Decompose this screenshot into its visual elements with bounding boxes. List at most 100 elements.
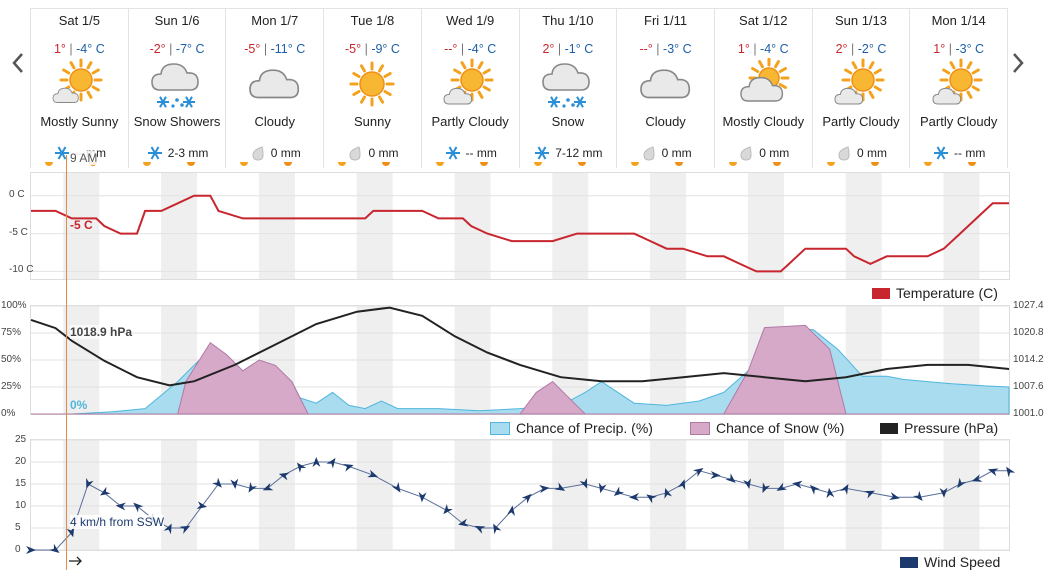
pressure-legend-label: Pressure (hPa) bbox=[904, 420, 999, 436]
day-column[interactable]: Fri 1/11 --° | -3° C Cloudy 0 mm bbox=[617, 8, 715, 168]
wind-direction-marker bbox=[987, 468, 999, 477]
snow-showers-icon bbox=[151, 63, 199, 108]
snow-area bbox=[31, 324, 1009, 415]
day-temps: 2° | -1° C bbox=[520, 42, 617, 58]
day-column[interactable]: Sat 1/5 1° | -4° C Mostly Sunny -- mm bbox=[30, 8, 129, 168]
precip-amount: 7-12 mm bbox=[520, 144, 617, 162]
wind-direction-marker bbox=[554, 482, 566, 491]
wind-direction-marker bbox=[100, 486, 111, 496]
precip-amount: -- mm bbox=[910, 144, 1007, 162]
precip-amount: 0 mm bbox=[324, 144, 421, 162]
wind-legend[interactable]: Wind Speed bbox=[900, 554, 1000, 570]
sun-moon-indicator bbox=[520, 162, 617, 168]
wind-chart[interactable]: 25 20 15 10 5 0 bbox=[15, 434, 1016, 555]
night-band bbox=[356, 440, 393, 550]
y-tick-label: -5 C bbox=[9, 226, 28, 238]
precip-value: 0 mm bbox=[270, 146, 301, 160]
wind-direction-marker bbox=[443, 504, 453, 515]
temp-separator: | bbox=[851, 42, 858, 56]
condition-icon-wrap bbox=[910, 58, 1007, 114]
moon-icon bbox=[675, 162, 684, 166]
sunrise-icon bbox=[924, 162, 933, 166]
precip-legend[interactable]: Chance of Precip. (%) bbox=[490, 420, 653, 436]
y-tick-label: -10 C bbox=[9, 264, 34, 276]
arrow-right-icon bbox=[68, 554, 84, 568]
y-tick-right-label: 1014.2 bbox=[1013, 354, 1044, 365]
high-temp: --° bbox=[639, 42, 653, 56]
condition-icon-wrap bbox=[422, 58, 519, 114]
y-tick-label: 100% bbox=[1, 300, 27, 311]
wind-direction-marker bbox=[212, 477, 222, 488]
condition-icon-wrap bbox=[129, 58, 226, 114]
night-band bbox=[63, 173, 100, 279]
low-temp: -4° C bbox=[76, 42, 105, 56]
wind-direction-marker bbox=[248, 482, 258, 493]
high-temp: 1° bbox=[737, 42, 750, 56]
temperature-chart[interactable]: 0 C -5 C -10 C bbox=[9, 172, 1010, 280]
raindrop-icon bbox=[643, 146, 655, 161]
day-column[interactable]: Mon 1/14 1° | -3° C Partly Cloudy -- mm bbox=[910, 8, 1009, 168]
night-band bbox=[552, 440, 589, 550]
high-temp: 1° bbox=[933, 42, 946, 56]
moon-icon bbox=[870, 162, 879, 166]
sun-moon-indicator bbox=[617, 162, 714, 168]
precipitation-chart[interactable]: 100% 75% 50% 25% 0% 1027.4 1020.8 1014.2 1007.6 1… bbox=[1, 300, 1044, 419]
wind-direction-marker bbox=[840, 484, 849, 495]
day-column[interactable]: Sun 1/13 2° | -2° C Partly Cloudy 0 mm bbox=[812, 8, 911, 168]
raindrop-icon bbox=[252, 146, 264, 161]
wind-direction-marker bbox=[26, 546, 36, 554]
precip-amount: 0 mm bbox=[226, 144, 323, 162]
y-tick-label: 20 bbox=[15, 456, 27, 467]
sunrise-icon bbox=[533, 162, 542, 166]
previous-button[interactable] bbox=[6, 46, 30, 80]
wind-direction-marker bbox=[826, 487, 835, 499]
next-button[interactable] bbox=[1006, 46, 1030, 80]
precip-value: 0 mm bbox=[856, 146, 887, 160]
day-column[interactable]: Sat 1/12 1° | -4° C Mostly Cloudy 0 mm bbox=[714, 8, 813, 168]
day-column[interactable]: Mon 1/7 -5° | -11° C Cloudy 0 mm bbox=[226, 8, 325, 168]
condition-icon-wrap bbox=[520, 58, 617, 114]
wind-direction-marker bbox=[278, 472, 290, 481]
day-column[interactable]: Wed 1/9 --° | -4° C Partly Cloudy -- mm bbox=[421, 8, 520, 168]
sun-moon-indicator bbox=[129, 162, 226, 168]
precip-value: 7-12 mm bbox=[555, 146, 603, 160]
precip-amount: 2-3 mm bbox=[129, 144, 226, 162]
high-temp: -5° bbox=[244, 42, 261, 56]
wind-direction-marker bbox=[957, 477, 967, 489]
sun-moon-indicator bbox=[813, 162, 910, 168]
day-column[interactable]: Thu 1/10 2° | -1° C Snow 7-12 mm bbox=[519, 8, 618, 168]
pressure-legend[interactable]: Pressure (hPa) bbox=[880, 420, 998, 436]
day-date: Wed 1/9 bbox=[446, 13, 495, 28]
temperature-legend[interactable]: Temperature (C) bbox=[872, 285, 998, 301]
cloudy-icon bbox=[248, 69, 299, 99]
temp-separator: | bbox=[656, 42, 664, 56]
wind-direction-marker bbox=[677, 479, 686, 491]
day-column[interactable]: Tue 1/8 -5° | -9° C Sunny 0 mm bbox=[324, 8, 422, 168]
snow-legend-label: Chance of Snow (%) bbox=[716, 420, 845, 436]
moon-icon bbox=[479, 162, 488, 166]
raindrop-icon bbox=[838, 146, 850, 161]
wind-direction-marker bbox=[493, 523, 502, 535]
wind-direction-marker bbox=[367, 469, 378, 478]
night-band bbox=[258, 173, 295, 279]
snowflake-icon bbox=[934, 146, 949, 160]
snow-legend[interactable]: Chance of Snow (%) bbox=[690, 420, 844, 436]
snowflake-icon bbox=[445, 146, 460, 160]
temperature-swatch bbox=[872, 287, 890, 299]
high-temp: -5° bbox=[344, 42, 362, 56]
condition-label: Cloudy bbox=[254, 114, 295, 129]
temp-separator: | bbox=[557, 42, 565, 56]
snowflake-icon bbox=[147, 146, 162, 160]
y-tick-label: 25% bbox=[1, 381, 22, 392]
wind-direction-marker bbox=[163, 523, 172, 535]
day-column[interactable]: Sun 1/6 -2° | -7° C Snow Showers 2-3 mm bbox=[128, 8, 227, 168]
mostly-cloudy-icon bbox=[740, 58, 790, 102]
partly-cloudy-icon bbox=[834, 58, 885, 105]
daily-forecast-row: Sat 1/5 1° | -4° C Mostly Sunny -- mm Su… bbox=[30, 8, 1009, 168]
wind-direction-marker bbox=[521, 493, 532, 504]
night-band bbox=[747, 440, 784, 550]
chevron-right-icon bbox=[1013, 53, 1024, 73]
condition-label: Partly Cloudy bbox=[822, 114, 900, 129]
precip-amount: 0 mm bbox=[715, 144, 812, 162]
day-date: Thu 1/10 bbox=[542, 13, 594, 28]
